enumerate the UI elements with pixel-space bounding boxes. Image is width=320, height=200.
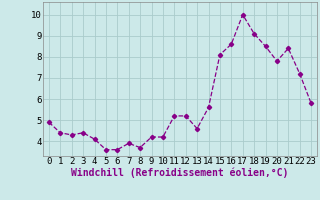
X-axis label: Windchill (Refroidissement éolien,°C): Windchill (Refroidissement éolien,°C): [71, 168, 289, 178]
